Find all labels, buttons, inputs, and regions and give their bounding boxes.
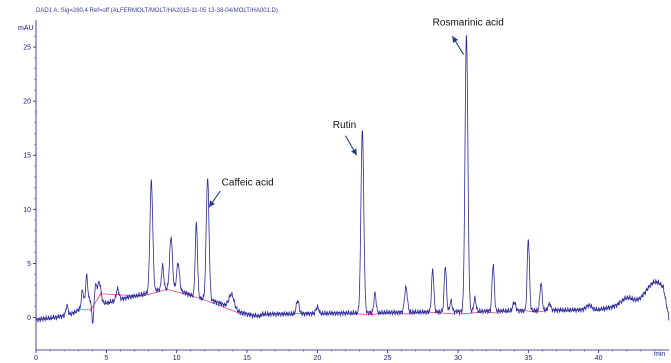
x-axis-label: min [654, 351, 665, 358]
x-tick-label: 30 [454, 355, 462, 362]
baseline-segment [522, 310, 537, 313]
axes [35, 20, 669, 351]
peak-label: Rutin [333, 120, 356, 131]
baseline-segment [90, 293, 102, 311]
x-tick-label: 5 [104, 355, 108, 362]
x-tick-label: 35 [524, 355, 532, 362]
y-tick-label: 5 [27, 261, 31, 268]
y-tick-label: 15 [23, 153, 31, 160]
y-tick-label: 0 [27, 315, 31, 322]
y-tick-label: 20 [23, 99, 31, 106]
y-ticks: 0 5 10 15 20 25 [23, 35, 36, 322]
x-tick-label: 20 [313, 355, 321, 362]
peak-label: Caffeic acid [222, 178, 274, 189]
baseline-segment [439, 312, 456, 315]
y-tick-label: 25 [23, 45, 31, 52]
baseline-segment [459, 312, 481, 315]
peak-label: Rosmarinic acid [433, 17, 504, 28]
baseline-segment [142, 289, 167, 297]
y-tick-label: 10 [23, 207, 31, 214]
peak-arrowhead [452, 36, 459, 43]
peak-arrowhead [351, 148, 357, 156]
x-tick-label: 15 [243, 355, 251, 362]
x-tick-label: 40 [595, 355, 603, 362]
baseline-segment [166, 289, 186, 295]
peak-annotations: Caffeic acid Rutin Rosmarinic acid [208, 17, 504, 208]
x-tick-label: 25 [384, 355, 392, 362]
x-tick-label: 0 [34, 355, 38, 362]
y-axis-label: mAU [18, 25, 34, 32]
baseline-segment [487, 311, 501, 314]
chromatogram-trace [35, 34, 670, 324]
x-ticks: 0 5 10 15 20 25 30 35 40 [34, 350, 656, 362]
chart-header: DAD1 A, Sig=280,4 Ref=off (ALFERMOLT/MOL… [36, 8, 278, 14]
x-tick-label: 10 [173, 355, 181, 362]
peak-arrowhead [209, 200, 215, 208]
baseline-segment [536, 310, 549, 313]
